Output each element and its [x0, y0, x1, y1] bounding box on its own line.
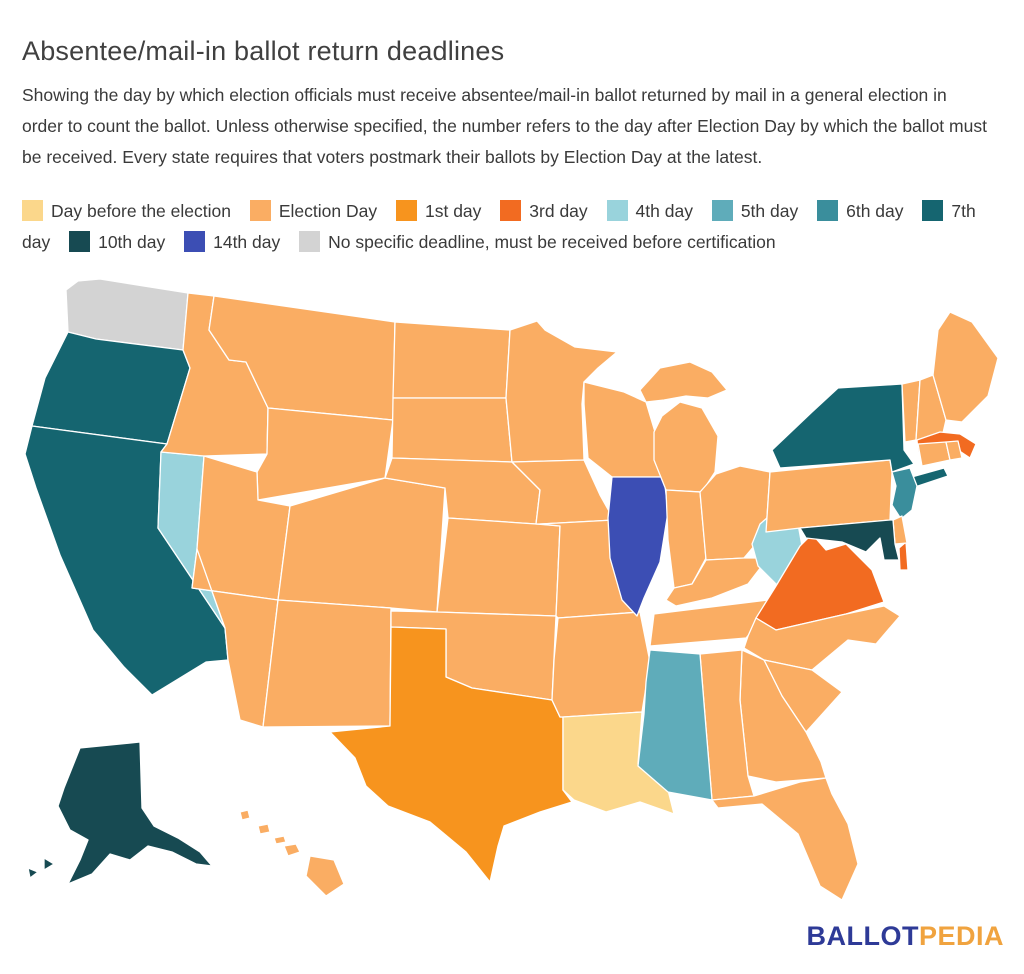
map-description: Showing the day by which election offici… — [22, 84, 987, 167]
legend-item-day10: 10th day — [69, 231, 175, 252]
state-md[interactable] — [799, 519, 900, 561]
legend-label-election_day: Election Day — [278, 201, 378, 221]
legend-item-day4: 4th day — [606, 200, 703, 221]
state-fl[interactable] — [711, 777, 859, 901]
legend-swatch-election_day — [249, 200, 271, 221]
legend-label-day5: 5th day — [740, 201, 799, 221]
legend-label-day1: 1st day — [424, 201, 482, 221]
logo-text-ballot: BALLOT — [806, 921, 919, 951]
state-mn[interactable] — [505, 320, 618, 463]
ballotpedia-logo: BALLOTPEDIA — [806, 921, 1004, 952]
state-sd[interactable] — [391, 397, 513, 463]
legend-item-day_before: Day before the election — [22, 200, 241, 221]
legend-label-day3: 3rd day — [529, 201, 588, 221]
state-hi[interactable] — [239, 809, 345, 897]
state-tx[interactable] — [329, 626, 573, 883]
logo-text-pedia: PEDIA — [918, 921, 1004, 951]
legend-item-day6: 6th day — [817, 200, 913, 221]
state-nm[interactable] — [262, 599, 392, 728]
legend-item-none: No specific deadline, must be received b… — [299, 231, 785, 252]
state-me[interactable] — [932, 311, 999, 423]
legend-swatch-day1 — [395, 200, 417, 221]
legend-swatch-day7 — [922, 200, 944, 221]
legend-label-day4: 4th day — [635, 201, 693, 221]
page-title: Absentee/mail-in ballot return deadlines — [22, 36, 505, 67]
state-ak[interactable] — [27, 741, 213, 885]
legend-item-day1: 1st day — [395, 200, 491, 221]
state-ar[interactable] — [551, 611, 651, 718]
state-co[interactable] — [277, 477, 446, 613]
state-nd[interactable] — [392, 321, 511, 399]
legend-label-day_before: Day before the election — [51, 201, 231, 221]
legend-swatch-day4 — [606, 200, 628, 221]
state-nj[interactable] — [891, 467, 918, 520]
legend: Day before the election Election Day 1st… — [22, 196, 1000, 258]
legend-swatch-day3 — [500, 200, 522, 221]
state-or[interactable] — [31, 331, 191, 445]
state-ks[interactable] — [436, 517, 561, 617]
legend-swatch-day_before — [22, 200, 43, 221]
legend-label-day7: 7th day — [22, 201, 976, 252]
legend-label-day6: 6th day — [846, 201, 904, 221]
state-ms[interactable] — [637, 649, 713, 801]
legend-item-election_day: Election Day — [249, 200, 387, 221]
legend-swatch-day14 — [184, 231, 206, 252]
state-ri[interactable] — [945, 440, 963, 461]
legend-label-day10: 10th day — [98, 232, 166, 252]
legend-item-day5: 5th day — [711, 200, 808, 221]
legend-item-day14: 14th day — [184, 231, 290, 252]
legend-swatch-none — [299, 231, 321, 252]
legend-swatch-day6 — [817, 200, 839, 221]
legend-item-day3: 3rd day — [500, 200, 597, 221]
legend-swatch-day5 — [711, 200, 733, 221]
legend-label-none: No specific deadline, must be received b… — [328, 232, 776, 252]
legend-item-day7: 7th day — [22, 200, 976, 252]
legend-label-day14: 14th day — [213, 232, 281, 252]
state-la[interactable] — [562, 711, 675, 815]
legend-swatch-day10 — [69, 231, 91, 252]
state-ct[interactable] — [917, 441, 951, 467]
